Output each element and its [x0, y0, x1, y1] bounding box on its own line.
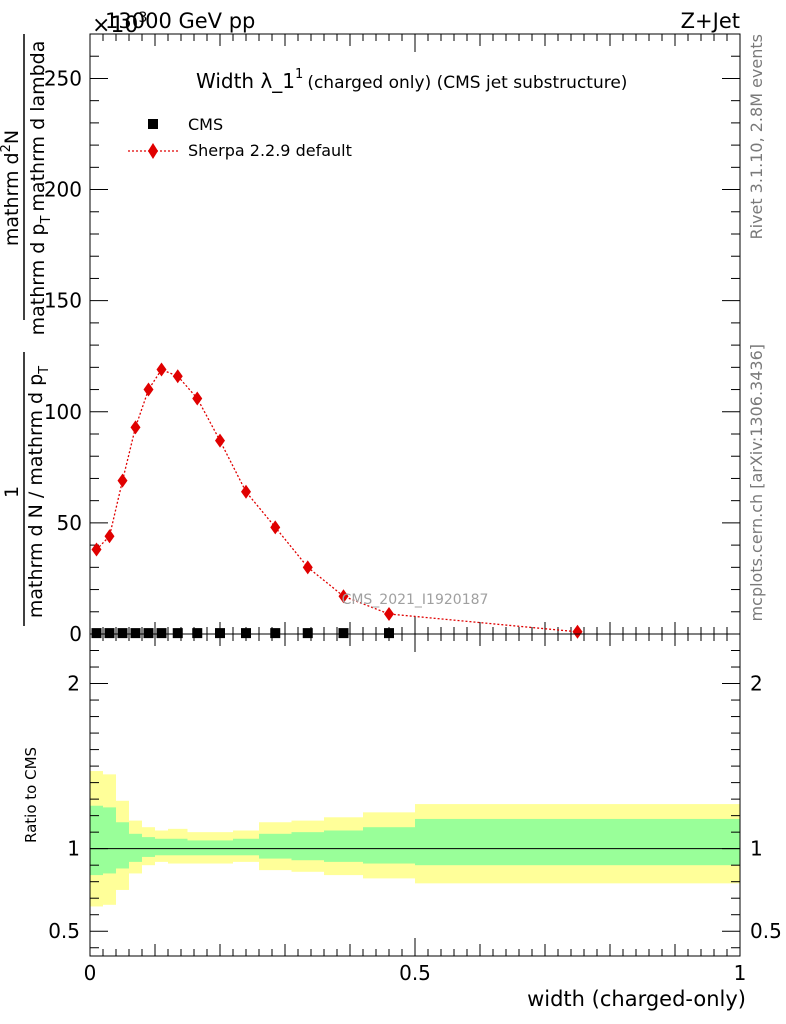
main-y-label: 1 mathrm d N / mathrm d pT mathrm d2N ma… [0, 34, 54, 626]
sherpa-point [104, 529, 115, 544]
sherpa-point [384, 607, 394, 621]
cms-point [156, 628, 167, 639]
sherpa-point [215, 433, 225, 448]
main-ytick-label: 250 [44, 66, 82, 90]
ratio-ytick-label-right: 0.5 [750, 919, 782, 943]
sherpa-point [270, 520, 281, 535]
sherpa-point [130, 420, 141, 435]
energy-label: 13000 GeV pp [105, 9, 255, 33]
cms-point [117, 628, 128, 639]
ylabel-one: 1 [1, 486, 23, 498]
green-band [90, 805, 103, 876]
sherpa-point [192, 391, 203, 406]
main-y-axis: 0 50 100 150 200 250 [44, 33, 740, 646]
cms-point [338, 628, 349, 639]
green-band [324, 830, 363, 862]
legend-label-cms: CMS [188, 115, 223, 134]
green-band [207, 840, 233, 856]
ylabel-right-bottom: mathrm d pTmathrm d lambda [27, 41, 54, 336]
sherpa-point [172, 369, 183, 384]
cms-point [143, 628, 154, 639]
sherpa-point [241, 484, 251, 499]
cms-point [215, 628, 225, 639]
ratio-y-axis: 0.5 0.5 1 1 2 2 [48, 650, 782, 949]
ratio-y-label: Ratio to CMS [22, 747, 40, 843]
rivet-side-label: Rivet 3.1.10, 2.8M events [747, 34, 766, 240]
cms-point [384, 628, 394, 639]
chart-title: Width λ_11 (charged only) (CMS jet substr… [196, 67, 627, 93]
sherpa-point [572, 624, 583, 639]
green-band [233, 838, 259, 856]
sherpa-point [143, 382, 154, 397]
green-band [363, 827, 415, 864]
sherpa-line [96, 368, 578, 633]
main-ytick-label: 50 [57, 511, 82, 535]
cms-point [130, 628, 141, 639]
ratio-ytick-label-left: 0.5 [48, 919, 80, 943]
green-band [116, 822, 129, 869]
legend-marker-cms [148, 119, 158, 129]
ratio-panel: 0.5 0.51 12 2 0 0.5 1 [48, 633, 782, 985]
main-ytick-label: 200 [44, 178, 82, 202]
process-label: Z+Jet [681, 9, 740, 33]
ratio-xtick-label: 0.5 [399, 961, 431, 985]
sherpa-point [117, 473, 128, 488]
ratio-ytick-label-right: 2 [750, 672, 763, 696]
ylabel-right-top: mathrm d2N [0, 130, 23, 246]
legend-marker-sherpa [148, 143, 158, 159]
ratio-bands [90, 771, 740, 907]
main-x-axis [89, 34, 741, 634]
main-series [91, 362, 583, 639]
cms-point [192, 628, 203, 639]
ratio-ytick-label-left: 2 [67, 672, 80, 696]
green-band [291, 832, 324, 861]
analysis-watermark: CMS_2021_I1920187 [342, 592, 489, 608]
green-band [259, 833, 292, 859]
green-band [129, 833, 142, 862]
sherpa-point [302, 560, 313, 575]
green-band [187, 840, 207, 856]
ratio-xtick-label: 1 [734, 961, 747, 985]
legend: CMS Sherpa 2.2.9 default [128, 115, 352, 160]
ratio-ytick-label-right: 1 [750, 837, 763, 861]
cms-point [172, 628, 183, 639]
legend-label-sherpa: Sherpa 2.2.9 default [188, 141, 352, 160]
sherpa-point [338, 589, 349, 604]
cms-point [91, 628, 102, 639]
cms-point [270, 628, 281, 639]
green-band [415, 818, 740, 866]
ratio-x-axis: 0 0.5 1 [84, 634, 747, 985]
mcplots-side-label: mcplots.cern.ch [arXiv:1306.3436] [747, 344, 766, 621]
green-band [168, 838, 188, 856]
green-band [103, 807, 116, 874]
green-band [155, 838, 168, 856]
main-ytick-label: 150 [44, 289, 82, 313]
ratio-frame [89, 633, 741, 957]
cms-point [302, 628, 313, 639]
ylabel-denominator: mathrm d N / mathrm d pT [25, 366, 52, 618]
ratio-xtick-label: 0 [84, 961, 97, 985]
ratio-ytick-label-left: 1 [67, 837, 80, 861]
main-ytick-label: 0 [69, 622, 82, 646]
x-axis-label: width (charged-only) [527, 987, 746, 1011]
sherpa-point [156, 362, 167, 377]
main-ytick-label: 100 [44, 400, 82, 424]
sherpa-point [91, 542, 102, 557]
cms-point [104, 628, 115, 639]
green-band [142, 837, 155, 857]
cms-point [241, 628, 251, 639]
